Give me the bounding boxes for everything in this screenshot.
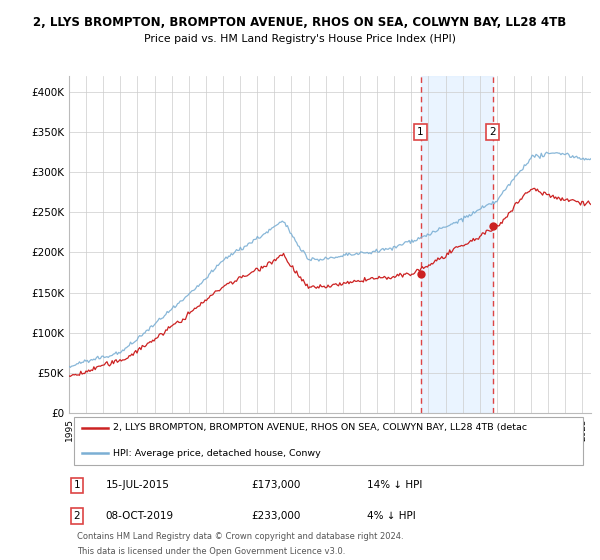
- Text: Price paid vs. HM Land Registry's House Price Index (HPI): Price paid vs. HM Land Registry's House …: [144, 34, 456, 44]
- Text: This data is licensed under the Open Government Licence v3.0.: This data is licensed under the Open Gov…: [77, 547, 345, 556]
- FancyBboxPatch shape: [74, 417, 583, 465]
- Text: 1: 1: [74, 480, 80, 491]
- Text: 2: 2: [74, 511, 80, 521]
- Text: 15-JUL-2015: 15-JUL-2015: [106, 480, 169, 491]
- Bar: [421, 76, 493, 413]
- Text: 4% ↓ HPI: 4% ↓ HPI: [367, 511, 415, 521]
- Text: HPI: Average price, detached house, Conwy: HPI: Average price, detached house, Conw…: [113, 449, 321, 458]
- Text: £233,000: £233,000: [252, 511, 301, 521]
- Text: 08-OCT-2019: 08-OCT-2019: [106, 511, 173, 521]
- Text: 1: 1: [417, 127, 424, 137]
- Text: 2: 2: [490, 127, 496, 137]
- Text: £173,000: £173,000: [252, 480, 301, 491]
- Text: 14% ↓ HPI: 14% ↓ HPI: [367, 480, 422, 491]
- Text: 2, LLYS BROMPTON, BROMPTON AVENUE, RHOS ON SEA, COLWYN BAY, LL28 4TB: 2, LLYS BROMPTON, BROMPTON AVENUE, RHOS …: [34, 16, 566, 29]
- Text: 2, LLYS BROMPTON, BROMPTON AVENUE, RHOS ON SEA, COLWYN BAY, LL28 4TB (detac: 2, LLYS BROMPTON, BROMPTON AVENUE, RHOS …: [113, 423, 527, 432]
- Text: Contains HM Land Registry data © Crown copyright and database right 2024.: Contains HM Land Registry data © Crown c…: [77, 532, 403, 541]
